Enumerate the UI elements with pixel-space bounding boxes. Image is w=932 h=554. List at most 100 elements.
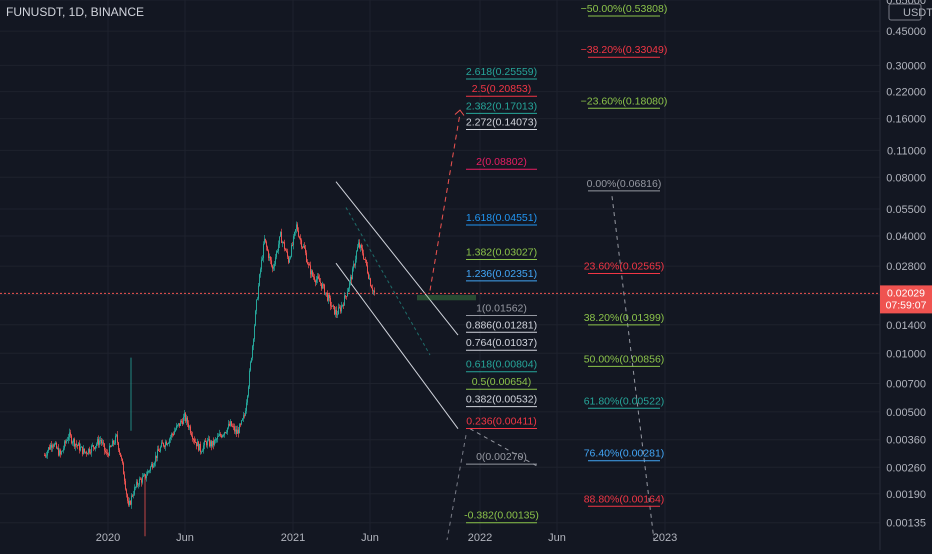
channel-lower-line[interactable] — [335, 262, 459, 430]
candle-body — [271, 260, 272, 266]
y-tick-label: 0.04000 — [886, 231, 926, 243]
candle-body — [50, 444, 51, 450]
candle-body — [371, 286, 372, 289]
candle-body — [293, 236, 294, 246]
candle-body — [361, 245, 362, 249]
candle-body — [228, 423, 229, 428]
candle-body — [153, 465, 154, 468]
candle-body — [268, 250, 269, 258]
candle-body — [162, 442, 163, 444]
candle-body — [157, 449, 158, 459]
fib-extension-label: 0.618(0.00804) — [466, 359, 537, 371]
candle-body — [251, 358, 252, 363]
candle-body — [234, 426, 235, 432]
candle-body — [236, 429, 237, 434]
candle-body — [231, 421, 232, 427]
candle-body — [320, 281, 321, 284]
candle-body — [240, 424, 241, 426]
fib-retracement-label: 76.40%(0.00281) — [584, 448, 665, 460]
candle-body — [360, 245, 361, 248]
candle-body — [339, 307, 340, 309]
candle-body — [369, 278, 370, 280]
candle-body — [355, 259, 356, 266]
candle-body — [88, 448, 89, 454]
y-tick-label: 0.00190 — [886, 489, 926, 501]
candle-body — [132, 495, 133, 497]
candle-body — [328, 294, 329, 301]
candle-body — [134, 487, 135, 495]
candle-body — [184, 413, 185, 417]
candle-body — [80, 447, 81, 451]
candle-body — [44, 455, 45, 457]
candle-body — [299, 236, 300, 238]
projection-arrow-line[interactable] — [429, 113, 461, 291]
candle-body — [266, 241, 267, 247]
candle-body — [332, 305, 333, 307]
candle-body — [277, 250, 278, 252]
candle-body — [81, 446, 82, 448]
candle-body — [163, 443, 164, 446]
candle-body — [77, 444, 78, 446]
fib-extension-label: 0.886(0.01281) — [466, 319, 537, 331]
candle-body — [176, 425, 177, 430]
price-tag-value: 0.02029 — [887, 287, 925, 299]
candle-body — [351, 276, 352, 280]
candle-body — [295, 229, 296, 232]
candle-body — [246, 402, 247, 411]
candle-body — [59, 450, 60, 456]
candle-body — [281, 232, 282, 243]
candle-body — [209, 439, 210, 447]
candle-body — [136, 481, 137, 487]
fib-retracement-label: 88.80%(0.00164) — [584, 493, 665, 505]
projection-arrowhead — [454, 109, 465, 116]
target-zone-box[interactable] — [417, 295, 476, 301]
candle-body — [354, 264, 355, 266]
x-tick-label: 2020 — [96, 532, 120, 544]
candle-body — [206, 441, 207, 446]
channel-upper-line[interactable] — [335, 181, 459, 336]
candle-body — [196, 442, 197, 447]
candle-body — [312, 270, 313, 277]
candle-body — [368, 273, 369, 279]
candle-body — [325, 292, 326, 295]
candle-body — [66, 440, 67, 443]
candle-body — [300, 237, 301, 241]
y-tick-label: 0.02800 — [886, 261, 926, 273]
candle-body — [82, 446, 83, 455]
candle-body — [99, 440, 100, 445]
candle-body — [168, 443, 169, 445]
candle-body — [145, 474, 146, 479]
candle-body — [128, 500, 129, 506]
fib-retracement-diagonal — [611, 196, 655, 541]
candle-body — [289, 258, 290, 263]
candle-body — [323, 284, 324, 286]
currency-label: USDT — [903, 7, 932, 19]
candle-body — [278, 244, 279, 251]
candle-body — [219, 433, 220, 436]
candle-body — [207, 440, 208, 446]
currency-box — [888, 3, 922, 21]
fib-extension-label: 2(0.08802) — [476, 156, 527, 168]
candle-body — [127, 494, 128, 501]
candle-body — [245, 410, 246, 416]
candle-body — [239, 424, 240, 434]
candle-body — [311, 270, 312, 275]
candle-body — [202, 450, 203, 452]
candle-body — [284, 242, 285, 250]
y-tick-label: 0.22000 — [886, 87, 926, 99]
candle-body — [306, 252, 307, 263]
candle-body — [182, 421, 183, 425]
candle-body — [287, 251, 288, 257]
candle-body — [353, 264, 354, 269]
candle-body — [138, 484, 139, 486]
candle-body — [137, 481, 138, 485]
candle-body — [112, 440, 113, 447]
candle-body — [47, 451, 48, 456]
fib-extension-label: 2.272(0.14073) — [466, 116, 537, 128]
candle-body — [261, 259, 262, 270]
candle-body — [105, 450, 106, 453]
candle-body — [149, 470, 150, 472]
candle-body — [183, 416, 184, 425]
